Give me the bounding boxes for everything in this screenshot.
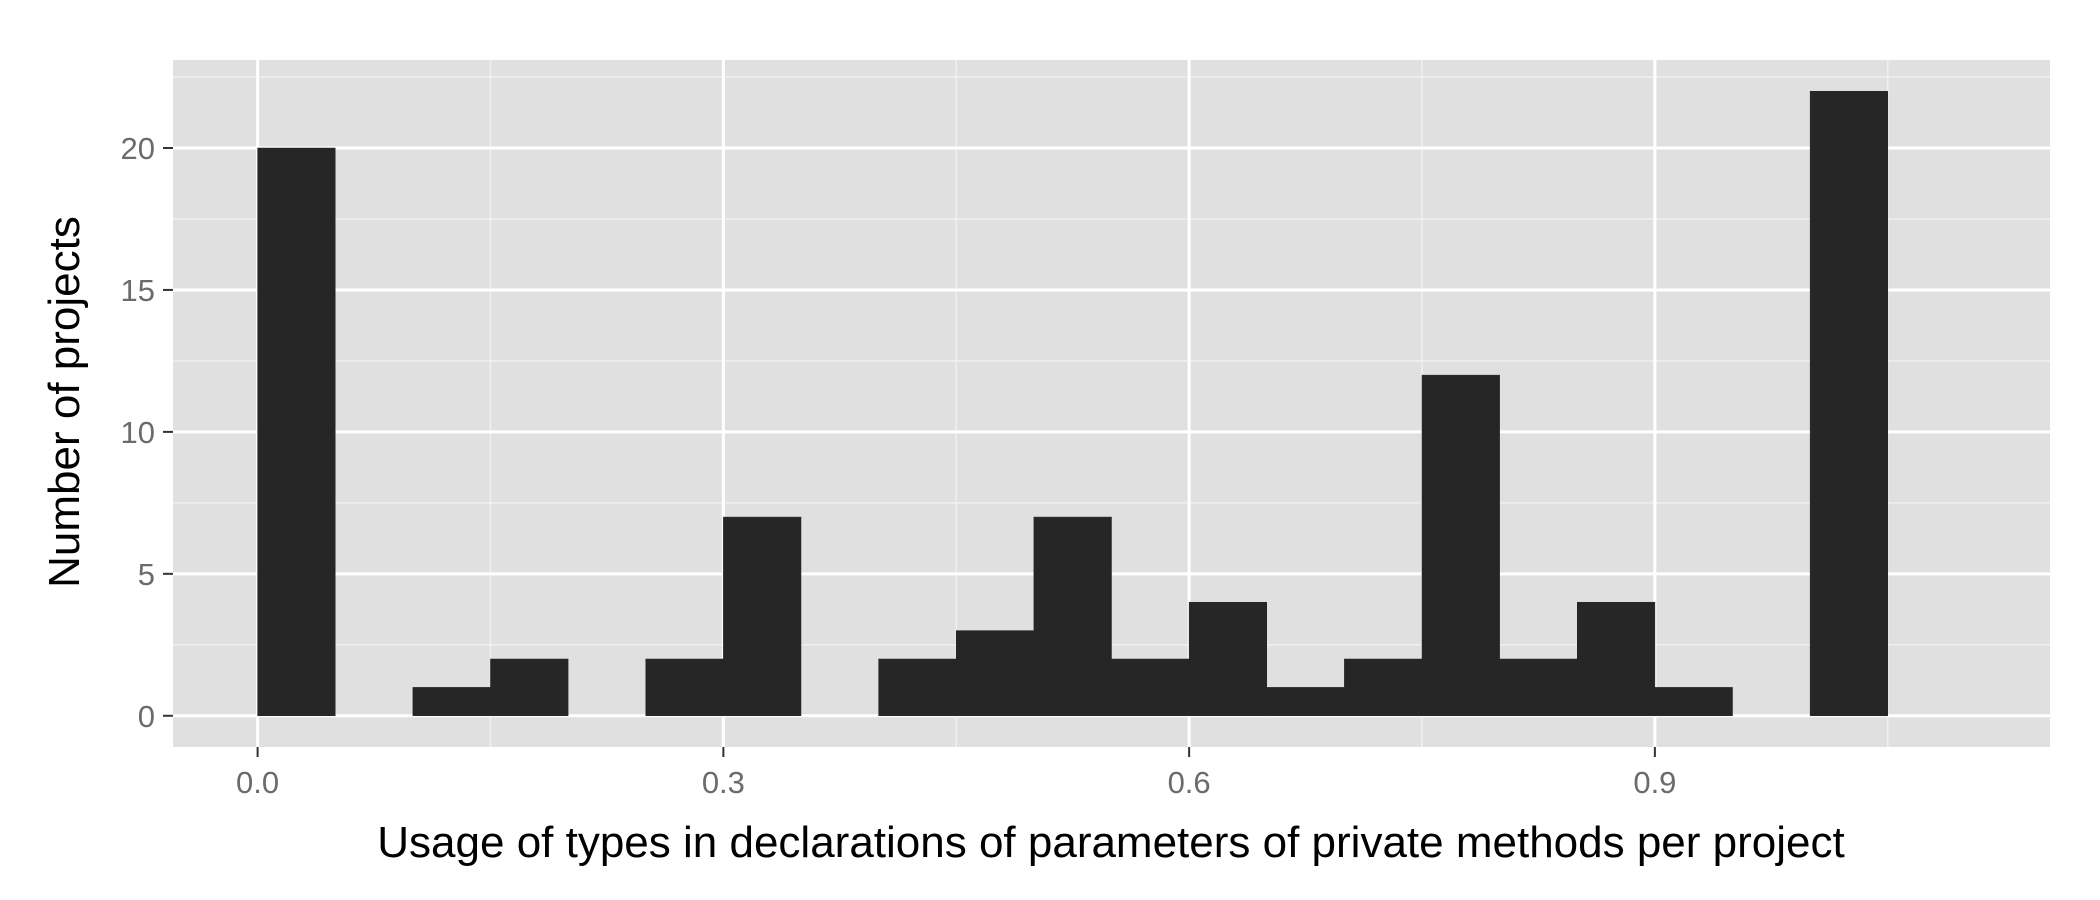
histogram-bar-6 <box>723 516 802 717</box>
histogram-bar-0 <box>257 147 336 717</box>
x-tick-label-1: 0.3 <box>702 765 745 800</box>
histogram-bar-8 <box>878 658 957 717</box>
x-tick-label-0: 0.0 <box>236 765 279 800</box>
y-axis-title: Number of projects <box>40 216 89 588</box>
histogram-bar-11 <box>1111 658 1190 717</box>
histogram-bar-5 <box>645 658 724 717</box>
histogram-bar-9 <box>955 630 1035 717</box>
histogram-bar-10 <box>1033 516 1112 717</box>
y-tick-label-2: 10 <box>121 415 155 450</box>
histogram-bar-3 <box>490 658 569 717</box>
histogram-bars <box>257 90 1889 717</box>
major-gridlines <box>173 60 2050 747</box>
y-tick-label-4: 20 <box>121 131 155 166</box>
y-tick-label-0: 0 <box>138 699 155 734</box>
histogram-bar-2 <box>412 687 491 717</box>
histogram-bar-16 <box>1499 658 1578 717</box>
minor-gridlines <box>173 60 2050 747</box>
x-tick-label-3: 0.9 <box>1633 765 1676 800</box>
histogram-bar-18 <box>1654 687 1733 717</box>
histogram-bar-13 <box>1266 687 1345 717</box>
x-tick-label-2: 0.6 <box>1168 765 1211 800</box>
y-tick-label-3: 15 <box>121 273 155 308</box>
x-axis: 0.0 0.3 0.6 0.9 <box>236 747 1676 800</box>
histogram-bar-17 <box>1577 601 1656 717</box>
histogram-bar-15 <box>1421 374 1500 717</box>
histogram-bar-20 <box>1809 90 1889 717</box>
histogram-bar-14 <box>1344 658 1423 717</box>
y-tick-label-1: 5 <box>138 557 155 592</box>
y-axis: 0 5 10 15 20 <box>121 131 173 734</box>
x-axis-title: Usage of types in declarations of parame… <box>377 818 1844 867</box>
histogram-bar-12 <box>1188 601 1268 717</box>
